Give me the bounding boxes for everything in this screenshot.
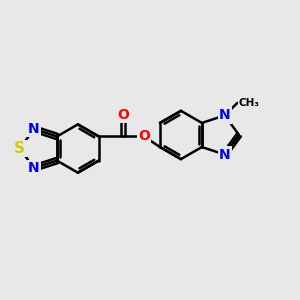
Text: O: O: [117, 108, 129, 122]
Text: N: N: [219, 148, 231, 161]
Text: N: N: [28, 161, 40, 175]
Text: CH₃: CH₃: [239, 98, 260, 108]
Text: N: N: [219, 109, 231, 122]
Text: O: O: [138, 130, 150, 143]
Text: N: N: [28, 122, 40, 136]
Text: S: S: [14, 141, 25, 156]
